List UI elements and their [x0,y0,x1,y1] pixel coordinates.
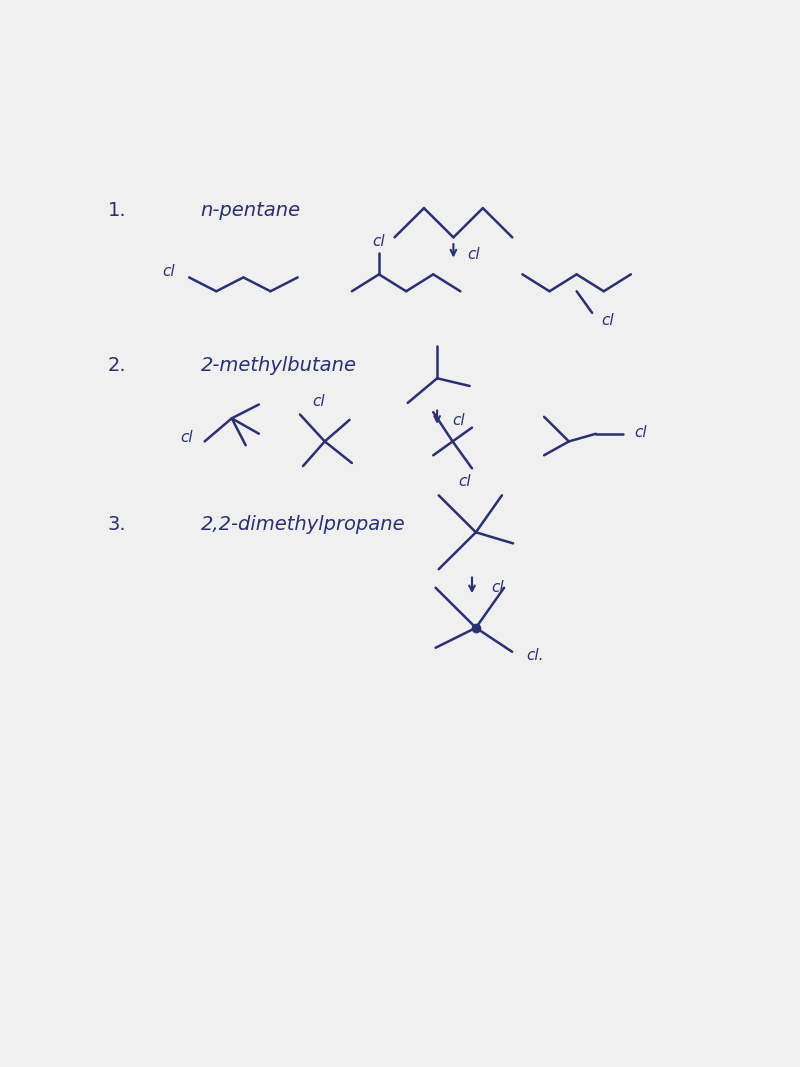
Text: cl: cl [467,246,480,261]
Text: n-pentane: n-pentane [201,201,301,220]
Text: cl: cl [162,264,175,278]
Text: 3.: 3. [108,515,126,535]
Text: cl: cl [373,235,386,250]
Text: 1.: 1. [108,201,126,220]
Text: cl.: cl. [526,648,543,664]
Text: cl: cl [180,430,193,445]
Text: cl: cl [634,425,647,440]
Text: cl: cl [453,413,466,428]
Text: 2.: 2. [108,356,126,376]
Text: cl: cl [458,474,470,489]
Text: 2,2-dimethylpropane: 2,2-dimethylpropane [201,515,406,535]
Text: cl: cl [491,580,504,595]
Text: 2-methylbutane: 2-methylbutane [201,356,357,376]
Text: cl: cl [312,394,325,409]
Text: cl: cl [602,313,614,328]
